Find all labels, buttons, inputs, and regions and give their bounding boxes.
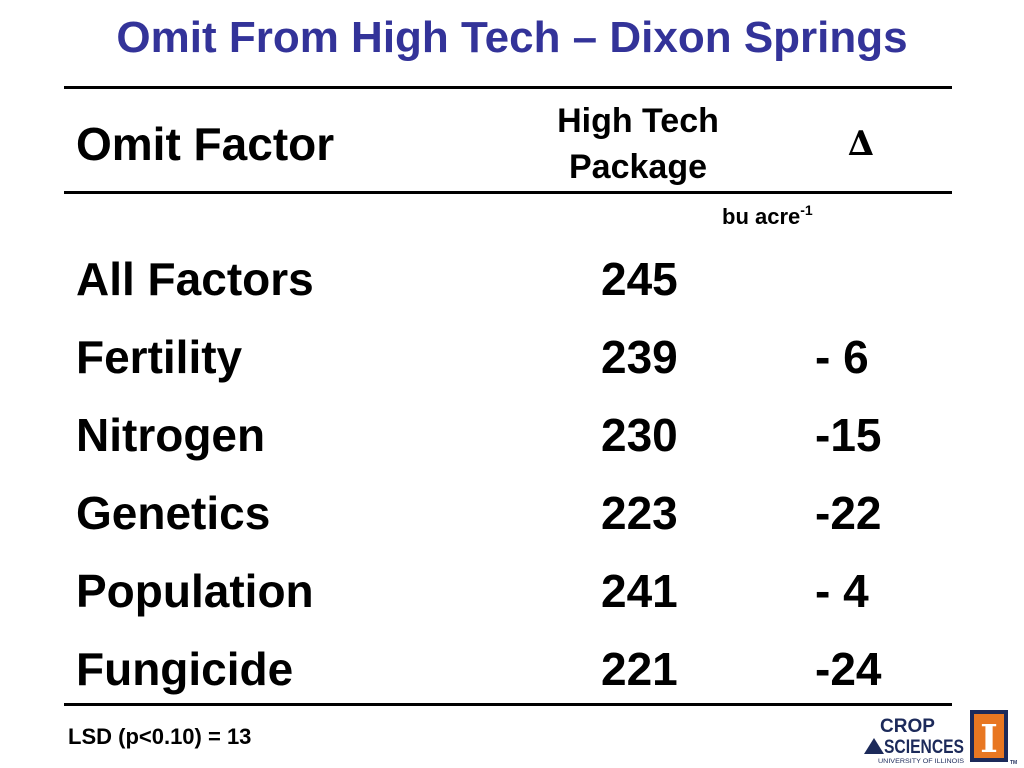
header-package-line2: Package (569, 148, 707, 186)
row-factor: Nitrogen (76, 409, 266, 461)
units-label: bu acre-1 (722, 202, 813, 232)
table-row: All Factors 245 (0, 249, 1024, 309)
header-high-tech-package: High Tech Package (528, 98, 748, 190)
lsd-footnote: LSD (p<0.10) = 13 (68, 724, 252, 749)
table-row: Genetics 223 -22 (0, 483, 1024, 543)
logo-block-i-icon: I (980, 716, 998, 761)
row-delta: -24 (815, 643, 882, 695)
row-delta: -22 (815, 487, 882, 539)
row-delta: - 6 (815, 331, 869, 383)
crop-sciences-logo: CROP SCIENCES UNIVERSITY OF ILLINOIS I T… (864, 710, 1017, 766)
row-factor: Genetics (76, 487, 271, 539)
table-bottom-rule (64, 703, 952, 706)
header-omit-factor: Omit Factor (76, 118, 335, 170)
row-factor: Fertility (76, 331, 243, 383)
row-value: 245 (601, 253, 678, 305)
table-row: Nitrogen 230 -15 (0, 405, 1024, 465)
units-base: bu acre (722, 204, 801, 229)
row-value: 230 (601, 409, 678, 461)
row-factor: Fungicide (76, 643, 294, 695)
row-value: 241 (601, 565, 678, 617)
units-exponent: -1 (800, 202, 813, 218)
logo-crop-text: CROP (880, 716, 935, 737)
header-package-line1: High Tech (557, 102, 719, 140)
table-row: Fungicide 221 -24 (0, 639, 1024, 699)
row-value: 223 (601, 487, 678, 539)
row-value: 221 (601, 643, 678, 695)
row-factor: Population (76, 565, 314, 617)
header-delta: ∆ (848, 124, 874, 164)
logo-tagline: UNIVERSITY OF ILLINOIS (878, 759, 964, 765)
row-delta: - 4 (815, 565, 869, 617)
table-header-rule (64, 191, 952, 194)
row-factor: All Factors (76, 253, 314, 305)
table-top-rule (64, 86, 952, 89)
logo-block-i-fill (974, 714, 1004, 758)
row-delta: -15 (815, 409, 882, 461)
table-row: Population 241 - 4 (0, 561, 1024, 621)
logo-triangle-icon (864, 738, 884, 754)
logo-sciences-text: SCIENCES (884, 737, 964, 758)
logo-trademark: TM (1010, 760, 1017, 766)
slide-title: Omit From High Tech – Dixon Springs (116, 13, 908, 62)
table-row: Fertility 239 - 6 (0, 327, 1024, 387)
row-value: 239 (601, 331, 678, 383)
